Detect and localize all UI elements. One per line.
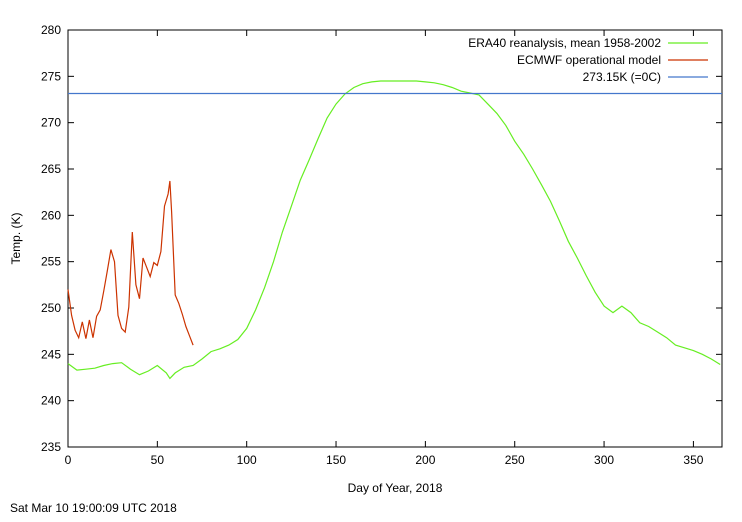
legend-label-1: ERA40 reanalysis, mean 1958-2002 (468, 36, 661, 50)
legend: ERA40 reanalysis, mean 1958-2002 ECMWF op… (468, 36, 708, 84)
series-line-2 (68, 181, 193, 345)
legend-label-3: 273.15K (=0C) (583, 70, 661, 84)
y-tick-label: 265 (41, 162, 61, 176)
y-tick-label: 250 (41, 301, 61, 315)
y-axis-label: Temp. (K) (9, 212, 23, 264)
y-tick-label: 245 (41, 347, 61, 361)
data-series (68, 81, 722, 378)
x-tick-label: 150 (326, 453, 346, 467)
timestamp: Sat Mar 10 19:00:09 UTC 2018 (10, 501, 177, 515)
y-tick-label: 240 (41, 394, 61, 408)
plot-area-frame (68, 30, 722, 447)
x-tick-label: 0 (65, 453, 72, 467)
temperature-chart: 0 50 100 150 200 250 300 350 235 240 245 250 255 260 2… (0, 0, 742, 522)
x-axis-label: Day of Year, 2018 (348, 481, 443, 495)
y-tick-label: 235 (41, 440, 61, 454)
series-line-1 (68, 81, 720, 378)
x-tick-label: 350 (683, 453, 703, 467)
x-tick-label: 200 (415, 453, 435, 467)
y-tick-label: 270 (41, 116, 61, 130)
y-tick-label: 275 (41, 69, 61, 83)
axis-ticks: 0 50 100 150 200 250 300 350 235 240 245 250 255 260 2… (41, 23, 722, 467)
y-tick-label: 260 (41, 208, 61, 222)
x-tick-label: 50 (151, 453, 165, 467)
legend-label-2: ECMWF operational model (517, 53, 661, 67)
x-tick-label: 300 (594, 453, 614, 467)
x-tick-label: 100 (237, 453, 257, 467)
x-tick-label: 250 (505, 453, 525, 467)
y-tick-label: 280 (41, 23, 61, 37)
y-tick-label: 255 (41, 255, 61, 269)
